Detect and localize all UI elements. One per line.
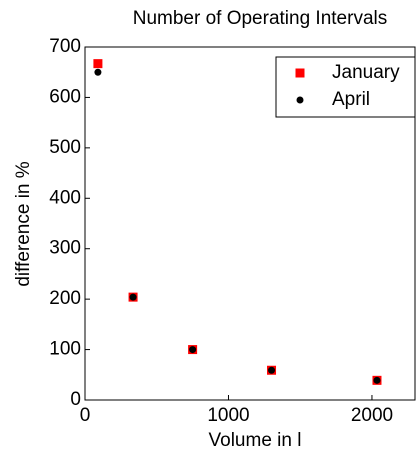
x-tick-label: 2000 (351, 405, 393, 426)
x-tick-label: 1000 (207, 405, 249, 426)
marker-circle (129, 293, 137, 301)
y-axis-label: difference in % (13, 161, 34, 286)
legend-label: April (332, 89, 370, 110)
chart-title: Number of Operating Intervals (133, 8, 388, 29)
x-tick-label: 0 (80, 405, 91, 426)
y-tick-label: 100 (49, 339, 81, 360)
y-tick-label: 200 (49, 288, 81, 309)
marker-circle (373, 376, 381, 384)
marker-circle (189, 346, 197, 354)
y-tick-label: 300 (49, 238, 81, 259)
legend-label: January (332, 62, 400, 83)
marker-square (295, 68, 305, 78)
marker-circle (268, 366, 276, 374)
y-tick-label: 400 (49, 187, 81, 208)
y-tick-label: 0 (70, 389, 81, 410)
y-tick-label: 600 (49, 86, 81, 107)
y-tick-label: 500 (49, 137, 81, 158)
x-axis-label: Volume in l (209, 430, 302, 451)
marker-square (93, 59, 103, 69)
marker-circle (296, 96, 304, 104)
legend-box (275, 56, 416, 118)
y-tick-label: 700 (49, 36, 81, 57)
plot-frame (84, 46, 416, 401)
marker-circle (94, 68, 102, 76)
